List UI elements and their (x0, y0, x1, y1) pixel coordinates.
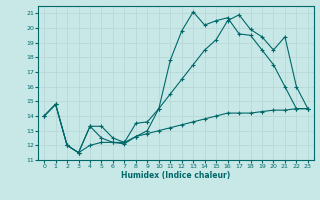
X-axis label: Humidex (Indice chaleur): Humidex (Indice chaleur) (121, 171, 231, 180)
